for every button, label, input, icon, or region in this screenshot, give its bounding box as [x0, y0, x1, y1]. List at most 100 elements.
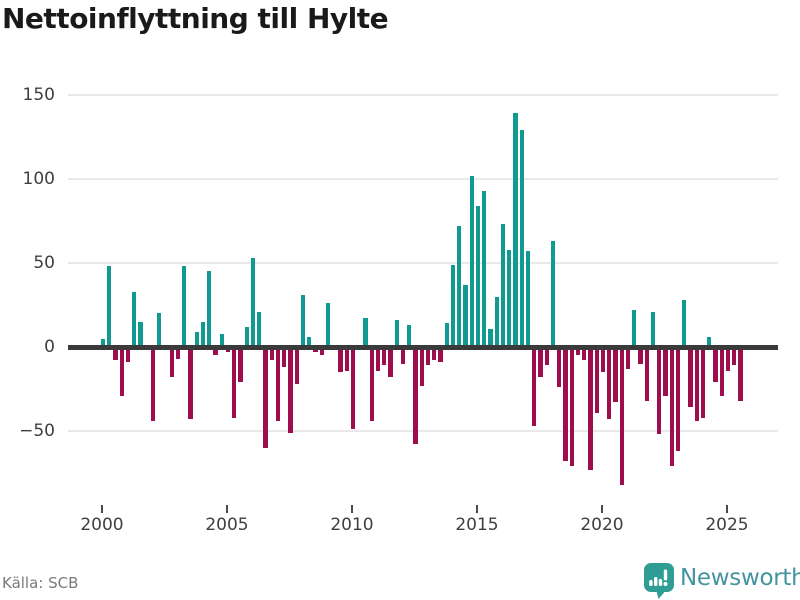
x-axis-tick — [601, 505, 603, 513]
x-axis-tick — [101, 505, 103, 513]
bar-2015-q4 — [494, 296, 499, 347]
bar-2008-q3 — [313, 347, 318, 353]
bar-2013-q4 — [444, 323, 449, 347]
bar-2018-q2 — [557, 347, 562, 388]
bar-2024-q1 — [700, 347, 706, 418]
x-axis-tick — [351, 505, 353, 513]
bar-2021-q1 — [625, 347, 631, 369]
bar-2006-q1 — [250, 257, 256, 347]
gridline — [68, 178, 778, 180]
bar-2022-q1 — [650, 311, 656, 347]
bar-2011-q2 — [382, 347, 387, 366]
gridline — [68, 94, 778, 96]
newsworthy-brand-name: Newsworthy — [680, 565, 800, 591]
bar-2013-q2 — [432, 347, 437, 361]
bar-2025-q3 — [738, 347, 743, 401]
bar-2013-q1 — [425, 347, 431, 366]
bar-2012-q3 — [413, 347, 418, 445]
bar-2007-q2 — [282, 347, 287, 368]
bar-2020-q3 — [613, 347, 618, 403]
bar-2018-q4 — [569, 347, 574, 467]
bar-2002-q4 — [169, 347, 174, 378]
bar-2015-q2 — [482, 190, 487, 347]
bar-2000-q4 — [119, 347, 124, 396]
bar-2004-q3 — [213, 347, 218, 356]
bar-2008-q4 — [319, 347, 324, 356]
bar-2017-q1 — [525, 251, 531, 347]
bar-2015-q1 — [475, 205, 481, 347]
bar-2016-q2 — [507, 249, 512, 347]
bar-2005-q2 — [232, 347, 237, 418]
x-axis-tick-label: 2000 — [80, 515, 124, 535]
x-axis-tick-label: 2010 — [330, 515, 374, 535]
bar-2004-q4 — [219, 333, 224, 347]
bar-2011-q4 — [394, 320, 399, 347]
bar-2024-q3 — [713, 347, 718, 383]
bar-2025-q2 — [732, 347, 737, 366]
bar-2000-q3 — [113, 347, 118, 361]
bar-2000-q1 — [100, 338, 106, 347]
x-axis-tick-label: 2005 — [205, 515, 249, 535]
bar-2022-q4 — [669, 347, 674, 467]
bar-2006-q2 — [257, 311, 262, 347]
bar-2017-q4 — [544, 347, 549, 366]
bar-2004-q1 — [200, 321, 206, 347]
x-axis-tick — [476, 505, 478, 513]
zero-axis-line — [68, 344, 778, 350]
bar-2009-q4 — [344, 347, 349, 371]
x-axis-tick-label: 2020 — [580, 515, 624, 535]
y-axis-tick-label: 50 — [33, 253, 55, 273]
bar-2005-q1 — [225, 347, 231, 353]
bar-2012-q1 — [400, 347, 406, 364]
bar-2014-q3 — [463, 284, 468, 347]
bar-2008-q1 — [300, 294, 306, 347]
x-axis-tick — [226, 505, 228, 513]
x-axis-tick — [726, 505, 728, 513]
bar-2010-q3 — [363, 318, 368, 347]
newsworthy-logo-icon — [644, 563, 674, 600]
bar-2016-q4 — [519, 130, 524, 347]
bar-2000-q2 — [107, 266, 112, 347]
bar-2001-q2 — [132, 291, 137, 347]
bar-2007-q1 — [275, 347, 281, 421]
bar-2002-q2 — [157, 313, 162, 347]
bar-2006-q3 — [263, 347, 268, 448]
bar-2002-q1 — [150, 347, 156, 421]
gridline — [68, 430, 778, 432]
bar-2012-q2 — [407, 325, 412, 347]
bar-2009-q3 — [338, 347, 343, 373]
bar-2023-q4 — [694, 347, 699, 421]
x-axis-tick-label: 2015 — [455, 515, 499, 535]
y-axis-tick-label: 150 — [22, 85, 55, 105]
bar-2024-q2 — [707, 336, 712, 347]
bar-2019-q4 — [594, 347, 599, 413]
bar-2003-q1 — [175, 347, 181, 359]
bar-2020-q4 — [619, 347, 624, 485]
bar-2010-q1 — [350, 347, 356, 430]
bar-2021-q4 — [644, 347, 649, 401]
bar-2016-q3 — [513, 113, 518, 347]
bar-2001-q1 — [125, 347, 131, 363]
bar-2020-q1 — [600, 347, 606, 373]
bar-2014-q4 — [469, 175, 474, 347]
bar-2004-q2 — [207, 271, 212, 347]
bar-2017-q3 — [538, 347, 543, 378]
bar-2017-q2 — [532, 347, 537, 426]
bar-2001-q3 — [138, 321, 143, 347]
bar-2023-q2 — [682, 299, 687, 347]
source-text: Källa: SCB — [2, 574, 79, 592]
bar-2019-q2 — [582, 347, 587, 361]
x-axis-tick-label: 2025 — [705, 515, 749, 535]
bar-2011-q1 — [375, 347, 381, 371]
bar-2024-q4 — [719, 347, 724, 396]
bar-2014-q2 — [457, 226, 462, 347]
bar-2023-q3 — [688, 347, 693, 408]
y-axis-tick-label: −50 — [19, 421, 55, 441]
bar-2016-q1 — [500, 224, 506, 347]
bar-2021-q2 — [632, 310, 637, 347]
bar-2007-q3 — [288, 347, 293, 433]
bar-2006-q4 — [269, 347, 274, 361]
bar-2005-q3 — [238, 347, 243, 383]
newsworthy-logo: Newsworthy — [644, 562, 800, 600]
